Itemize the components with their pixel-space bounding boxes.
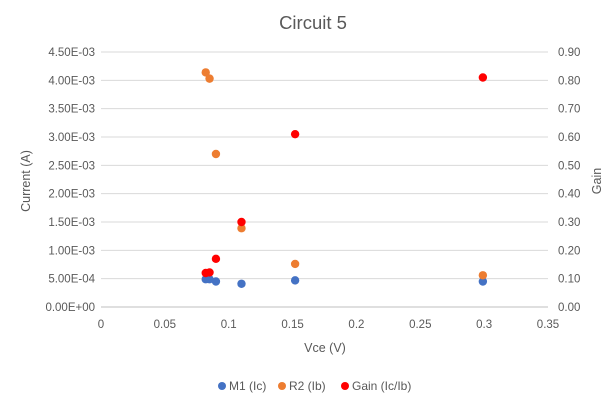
y2-tick-label: 0.00 bbox=[558, 302, 580, 314]
x-tick-label: 0.25 bbox=[409, 319, 431, 331]
data-point bbox=[290, 129, 300, 139]
y-tick-label: 1.50E-03 bbox=[48, 217, 95, 229]
y2-tick-label: 0.70 bbox=[558, 104, 580, 116]
data-point bbox=[478, 271, 488, 280]
x-tick-label: 0.15 bbox=[281, 319, 303, 331]
legend-marker bbox=[278, 382, 286, 390]
x-tick-label: 0.1 bbox=[221, 319, 237, 331]
y2-tick-label: 0.30 bbox=[558, 217, 580, 229]
x-axis-title: Vce (V) bbox=[304, 341, 346, 355]
y-axis-title: Current (A) bbox=[19, 150, 33, 212]
x-tick-label: 0.2 bbox=[348, 319, 364, 331]
data-point bbox=[237, 217, 246, 227]
y-tick-label: 2.50E-03 bbox=[48, 160, 95, 172]
data-point bbox=[211, 277, 221, 286]
y-tick-label: 5.00E-04 bbox=[48, 274, 95, 286]
legend-label: M1 (Ic) bbox=[229, 379, 266, 393]
data-point bbox=[478, 73, 488, 82]
legend-marker bbox=[341, 382, 349, 390]
series-gain-ic-ib bbox=[201, 73, 488, 278]
y-tick-label: 4.50E-03 bbox=[48, 47, 95, 59]
y-tick-label: 3.00E-03 bbox=[48, 132, 95, 144]
y-tick-label: 2.00E-03 bbox=[48, 189, 95, 201]
data-points bbox=[201, 68, 488, 288]
data-point bbox=[211, 254, 221, 264]
data-point bbox=[237, 224, 246, 233]
data-point bbox=[478, 277, 488, 286]
data-point bbox=[290, 259, 300, 269]
legend-marker bbox=[218, 382, 226, 390]
data-point bbox=[290, 276, 300, 285]
legend-item: R2 (Ib) bbox=[278, 379, 326, 393]
y2-tick-label: 0.60 bbox=[558, 132, 580, 144]
y-tick-label: 3.50E-03 bbox=[48, 104, 95, 116]
data-point bbox=[205, 74, 214, 83]
gridlines bbox=[101, 51, 548, 280]
x-tick-label: 0 bbox=[98, 319, 104, 331]
series-m1-ic bbox=[201, 275, 488, 288]
x-tick-label: 0.05 bbox=[154, 319, 176, 331]
y-tick-label: 4.00E-03 bbox=[48, 75, 95, 87]
y2-tick-label: 0.10 bbox=[558, 274, 580, 286]
y-tick-label: 1.00E-03 bbox=[48, 245, 95, 257]
x-tick-label: 0.3 bbox=[476, 319, 492, 331]
legend: M1 (Ic) R2 (Ib) Gain (Ic/Ib) bbox=[218, 379, 411, 393]
y2-tick-label: 0.80 bbox=[558, 75, 580, 87]
y2-axis-title: Gain bbox=[590, 168, 604, 194]
data-point bbox=[237, 279, 246, 288]
legend-label: R2 (Ib) bbox=[289, 379, 326, 393]
data-point bbox=[201, 68, 210, 77]
data-point bbox=[205, 275, 214, 284]
chart-title: Circuit 5 bbox=[279, 12, 347, 33]
y2-tick-label: 0.50 bbox=[558, 160, 580, 172]
legend-label: Gain (Ic/Ib) bbox=[352, 379, 411, 393]
legend-item: Gain (Ic/Ib) bbox=[341, 379, 411, 393]
x-tick-label: 0.35 bbox=[537, 319, 559, 331]
y2-tick-label: 0.20 bbox=[558, 245, 580, 257]
y2-tick-label: 0.40 bbox=[558, 189, 580, 201]
y2-tick-label: 0.90 bbox=[558, 47, 580, 59]
series-r2-ib bbox=[201, 68, 488, 280]
legend-item: M1 (Ic) bbox=[218, 379, 266, 393]
data-point bbox=[205, 268, 214, 277]
data-point bbox=[211, 149, 221, 159]
y-tick-label: 0.00E+00 bbox=[45, 302, 95, 314]
axes: 0.00E+00 0.005.00E-04 0.101.00E-03 0.201.50… bbox=[45, 47, 580, 331]
